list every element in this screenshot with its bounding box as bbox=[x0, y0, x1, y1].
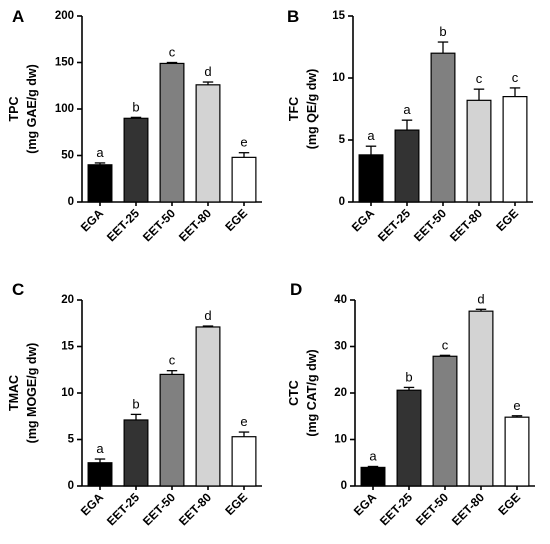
x-tick-label: EET-25 bbox=[104, 490, 142, 528]
significance-letter: a bbox=[96, 145, 104, 160]
x-tick-label: EGE bbox=[493, 206, 521, 234]
x-tick-label: EGE bbox=[495, 490, 523, 518]
bar bbox=[430, 52, 456, 203]
x-tick-label: EGE bbox=[222, 206, 250, 234]
significance-letter: e bbox=[240, 135, 247, 150]
y-tick-label: 150 bbox=[55, 57, 74, 69]
significance-letter: a bbox=[96, 441, 104, 456]
y-tick-label: 0 bbox=[341, 480, 347, 492]
significance-letter: b bbox=[132, 396, 139, 411]
panel-letter: B bbox=[287, 7, 299, 26]
bar bbox=[123, 117, 149, 203]
y-tick-label: 20 bbox=[334, 387, 347, 399]
bar bbox=[360, 466, 386, 487]
bar bbox=[195, 326, 221, 487]
y-tick-label: 0 bbox=[339, 196, 345, 208]
x-tick-label: EET-80 bbox=[176, 206, 214, 244]
significance-letter: c bbox=[442, 337, 449, 352]
bar bbox=[195, 84, 221, 203]
y-tick-label: 0 bbox=[68, 480, 74, 492]
y-tick-label: 50 bbox=[61, 150, 74, 162]
bar bbox=[231, 436, 257, 487]
significance-letter: c bbox=[476, 71, 483, 86]
y-axis-label: CTC bbox=[287, 380, 301, 406]
y-tick-label: 0 bbox=[68, 196, 74, 208]
y-axis-label: TMAC bbox=[7, 375, 21, 411]
panel-a: A TPC (mg GAE/g dw) 0 50 100 150 200 a EGA b EET-25… bbox=[7, 7, 262, 244]
y-tick-label: 15 bbox=[332, 10, 345, 22]
significance-letter: c bbox=[169, 45, 176, 60]
significance-letter: d bbox=[204, 308, 211, 323]
x-tick-label: EET-25 bbox=[377, 490, 415, 528]
x-tick-label: EET-50 bbox=[140, 490, 178, 528]
x-tick-label: EET-80 bbox=[176, 490, 214, 528]
bar bbox=[502, 95, 528, 203]
significance-letter: a bbox=[403, 102, 411, 117]
significance-letter: a bbox=[369, 448, 377, 463]
x-tick-label: EET-25 bbox=[104, 206, 142, 244]
significance-letter: b bbox=[405, 369, 412, 384]
x-tick-label: EET-80 bbox=[449, 490, 487, 528]
bar bbox=[504, 416, 530, 487]
significance-letter: b bbox=[132, 99, 139, 114]
bar bbox=[396, 389, 422, 487]
y-tick-label: 10 bbox=[61, 387, 74, 399]
y-tick-label: 5 bbox=[339, 134, 346, 146]
panel-letter: A bbox=[12, 7, 24, 26]
y-axis-unit-label: (mg MOGE/g dw) bbox=[25, 343, 39, 444]
x-tick-label: EET-25 bbox=[375, 206, 413, 244]
bar bbox=[87, 164, 113, 203]
y-tick-label: 30 bbox=[334, 341, 347, 353]
x-tick-label: EGA bbox=[78, 490, 107, 519]
bar bbox=[432, 355, 458, 487]
x-tick-label: EET-50 bbox=[140, 206, 178, 244]
significance-letter: a bbox=[367, 128, 375, 143]
x-tick-label: EET-80 bbox=[447, 206, 485, 244]
bar bbox=[123, 419, 149, 487]
y-tick-label: 15 bbox=[61, 341, 74, 353]
y-tick-label: 10 bbox=[332, 72, 345, 84]
significance-letter: e bbox=[240, 414, 247, 429]
x-tick-label: EGA bbox=[351, 490, 380, 519]
significance-letter: c bbox=[169, 353, 176, 368]
y-tick-label: 200 bbox=[55, 10, 74, 22]
significance-letter: d bbox=[477, 291, 484, 306]
panel-letter: D bbox=[290, 280, 302, 299]
bar bbox=[159, 62, 185, 203]
bar bbox=[159, 373, 185, 487]
y-axis-unit-label: (mg QE/g dw) bbox=[305, 69, 319, 150]
panel-c: C TMAC (mg MOGE/g dw) 0 5 10 15 20 a EGA b EET-25 c E… bbox=[7, 280, 262, 528]
y-tick-label: 40 bbox=[334, 294, 347, 306]
x-tick-label: EET-50 bbox=[413, 490, 451, 528]
y-tick-label: 5 bbox=[68, 434, 75, 446]
y-tick-label: 10 bbox=[334, 434, 347, 446]
x-tick-label: EGA bbox=[349, 206, 378, 235]
panel-b: B TFC (mg QE/g dw) 0 5 10 15 a EGA a EET-25 b EET-50… bbox=[287, 7, 533, 244]
bar bbox=[87, 462, 113, 487]
significance-letter: c bbox=[512, 70, 519, 85]
panel-d: D CTC (mg CAT/g dw) 0 10 20 30 40 a EGA b EET-25 c EE… bbox=[287, 280, 535, 528]
y-axis-unit-label: (mg GAE/g dw) bbox=[25, 64, 39, 154]
bar bbox=[466, 99, 492, 203]
x-tick-label: EET-50 bbox=[411, 206, 449, 244]
significance-letter: e bbox=[513, 398, 520, 413]
bar bbox=[358, 154, 384, 203]
y-axis-unit-label: (mg CAT/g dw) bbox=[305, 349, 319, 436]
panel-letter: C bbox=[12, 280, 24, 299]
y-axis-label: TPC bbox=[7, 97, 21, 122]
x-tick-label: EGA bbox=[78, 206, 107, 235]
bar bbox=[231, 156, 257, 203]
significance-letter: b bbox=[439, 24, 446, 39]
y-tick-label: 100 bbox=[55, 103, 74, 115]
bar bbox=[468, 310, 494, 487]
significance-letter: d bbox=[204, 64, 211, 79]
y-axis-label: TFC bbox=[287, 97, 301, 121]
x-tick-label: EGE bbox=[222, 490, 250, 518]
y-tick-label: 20 bbox=[61, 294, 74, 306]
bar bbox=[394, 129, 420, 203]
